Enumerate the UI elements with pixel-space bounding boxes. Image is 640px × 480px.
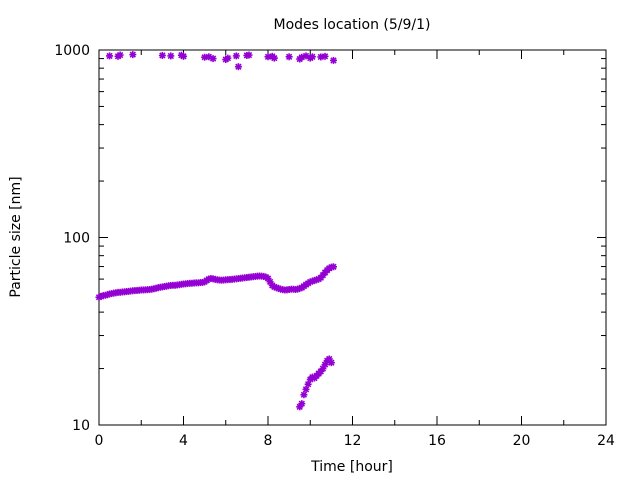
data-point xyxy=(308,53,316,61)
data-point xyxy=(224,54,232,62)
data-point xyxy=(129,51,137,59)
y-axis: 10 100 1000 xyxy=(54,43,606,434)
data-point xyxy=(234,63,242,71)
data-point xyxy=(209,55,217,63)
y-tick-label: 10 xyxy=(72,418,90,434)
x-tick-label: 24 xyxy=(597,433,615,449)
data-point xyxy=(321,52,329,60)
y-axis-label: Particle size [nm] xyxy=(8,176,24,297)
x-tick-label: 4 xyxy=(179,433,188,449)
data-point xyxy=(245,51,253,59)
data-point xyxy=(106,52,114,60)
x-axis-label: Time [hour] xyxy=(310,459,393,475)
data-point xyxy=(300,391,308,399)
chart-title: Modes location (5/9/1) xyxy=(274,17,431,33)
data-point xyxy=(327,359,335,367)
data-point xyxy=(285,53,293,61)
data-point xyxy=(180,52,187,60)
data-point xyxy=(270,54,278,62)
plot-border xyxy=(98,49,607,426)
data-point xyxy=(167,52,175,60)
data-point xyxy=(329,56,337,64)
y-tick-label: 1000 xyxy=(54,43,90,59)
data-point xyxy=(201,53,209,61)
data-point xyxy=(232,52,240,60)
data-point xyxy=(298,400,306,408)
x-tick-label: 16 xyxy=(428,433,446,449)
plot-frame xyxy=(98,49,607,426)
x-axis: 0 4 8 12 16 20 24 xyxy=(95,50,615,449)
x-tick-label: 0 xyxy=(95,433,104,449)
data-point xyxy=(329,263,337,271)
y-tick-label: 100 xyxy=(63,231,90,247)
data-point xyxy=(158,51,166,59)
x-tick-label: 8 xyxy=(264,433,273,449)
data-points xyxy=(95,51,337,411)
data-point xyxy=(116,51,124,59)
x-tick-label: 20 xyxy=(513,433,531,449)
x-tick-label: 12 xyxy=(344,433,362,449)
data-point xyxy=(264,53,272,61)
